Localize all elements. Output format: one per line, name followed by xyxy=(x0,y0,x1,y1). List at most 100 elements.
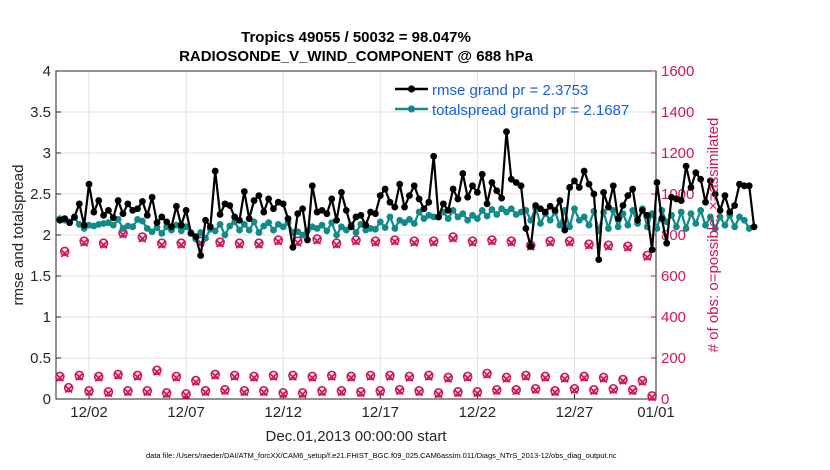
series-rmse xyxy=(56,128,758,263)
series-rmse-point xyxy=(75,200,83,208)
series-rmse-point xyxy=(726,208,734,216)
series-rmse-point xyxy=(71,213,78,221)
obs-assimilated-point xyxy=(512,387,521,396)
series-rmse-point xyxy=(401,203,408,211)
series-totalspread-point xyxy=(546,216,554,224)
obs-possible-point xyxy=(356,387,366,397)
series-totalspread-point xyxy=(376,218,384,226)
obs-assimilated-point xyxy=(638,377,647,387)
series-rmse-point xyxy=(391,203,399,211)
series-rmse-point xyxy=(590,190,598,198)
obs-assimilated-point xyxy=(463,373,472,382)
obs-assimilated-point xyxy=(172,373,181,382)
series-totalspread-point xyxy=(405,216,413,223)
obs-possible-point xyxy=(370,236,381,246)
obs-assimilated-point xyxy=(565,238,574,247)
series-rmse-point xyxy=(318,207,326,214)
obs-assimilated-point xyxy=(250,373,259,382)
series-rmse-point xyxy=(600,188,607,196)
series-totalspread-point xyxy=(352,229,360,236)
obs-assimilated-point xyxy=(376,388,385,397)
obs-assimilated-point xyxy=(317,388,327,397)
y-tick-label: 0 xyxy=(43,391,51,408)
obs-assimilated-point xyxy=(327,372,336,381)
series-rmse-point xyxy=(90,208,98,216)
obs-assimilated-point xyxy=(487,237,496,246)
series-totalspread-point xyxy=(338,223,345,231)
legend-rmse-label: rmse grand pr = 2.3753 xyxy=(432,82,588,99)
obs-assimilated-point xyxy=(570,386,579,395)
series-totalspread-point xyxy=(333,231,340,239)
series-rmse-point xyxy=(537,205,544,213)
series-rmse-point xyxy=(546,202,554,210)
series-totalspread-point xyxy=(153,224,161,232)
x-tick-label: 12/02 xyxy=(70,404,108,421)
obs-possible-point xyxy=(176,238,187,248)
series-totalspread-point xyxy=(459,210,467,218)
series-totalspread-point xyxy=(109,221,117,229)
obs-assimilated-point xyxy=(94,373,103,382)
series-rmse-point xyxy=(139,197,146,205)
obs-assimilated-point xyxy=(560,374,569,383)
obs-assimilated-point xyxy=(235,240,244,249)
series-totalspread-point xyxy=(653,225,661,232)
series-rmse-point xyxy=(478,170,486,178)
series-rmse-point xyxy=(512,179,520,186)
series-rmse-point xyxy=(202,216,209,224)
obs-assimilated-point xyxy=(274,237,283,246)
obs-assimilated-point xyxy=(643,253,652,262)
y-tick-label: 1 xyxy=(43,309,51,326)
y-tick-label: 0.5 xyxy=(30,350,51,367)
obs-possible-point xyxy=(608,383,619,394)
series-totalspread-point xyxy=(566,223,573,231)
obs-possible-point xyxy=(472,387,483,397)
series-totalspread-point xyxy=(250,218,258,226)
obs-possible-point xyxy=(200,385,211,396)
series-rmse-point xyxy=(503,128,510,136)
series-rmse-point xyxy=(172,202,180,210)
series-rmse-point xyxy=(522,225,530,232)
series-totalspread xyxy=(56,204,753,243)
obs-possible-point xyxy=(210,369,221,380)
series-totalspread-point xyxy=(410,220,418,227)
obs-possible-point xyxy=(157,238,167,248)
series-rmse-point xyxy=(556,197,564,204)
series-totalspread-point xyxy=(706,213,714,221)
series-rmse-point xyxy=(711,190,719,198)
obs-assimilated-point xyxy=(216,239,225,248)
series-totalspread-point xyxy=(692,220,700,227)
obs-assimilated-point xyxy=(473,389,482,398)
series-rmse-point xyxy=(493,187,501,195)
obs-possible-point xyxy=(637,375,648,386)
obs-assimilated-point xyxy=(492,387,501,396)
series-rmse-point xyxy=(464,193,472,201)
obs-possible-point xyxy=(254,238,264,248)
series-totalspread-point xyxy=(240,220,248,228)
series-rmse-point xyxy=(109,214,117,222)
obs-possible-point xyxy=(312,234,322,244)
series-totalspread-point xyxy=(318,221,326,229)
series-rmse-point xyxy=(702,198,709,206)
series-totalspread-point xyxy=(313,225,321,232)
obs-possible-point xyxy=(394,384,405,395)
obs-possible-point xyxy=(589,384,599,395)
series-rmse-point xyxy=(80,221,88,229)
series-totalspread-point xyxy=(444,215,452,223)
obs-assimilated-point xyxy=(332,240,341,249)
obs-assimilated-point xyxy=(390,237,399,246)
series-rmse-point xyxy=(473,188,481,196)
series-rmse-point xyxy=(425,198,433,206)
obs-assimilated-point xyxy=(201,388,210,397)
obs-assimilated-point xyxy=(584,241,594,250)
series-totalspread-point xyxy=(672,223,680,231)
series-rmse-point xyxy=(192,233,200,241)
series-rmse-point xyxy=(143,211,151,219)
series-rmse-point xyxy=(206,223,214,231)
series-totalspread-point xyxy=(245,226,253,234)
obs-assimilated-point xyxy=(298,390,307,399)
obs-possible-point xyxy=(506,236,517,246)
obs-assimilated-point xyxy=(521,372,530,381)
obs-assimilated-point xyxy=(618,376,628,385)
obs-possible-point xyxy=(487,235,497,245)
